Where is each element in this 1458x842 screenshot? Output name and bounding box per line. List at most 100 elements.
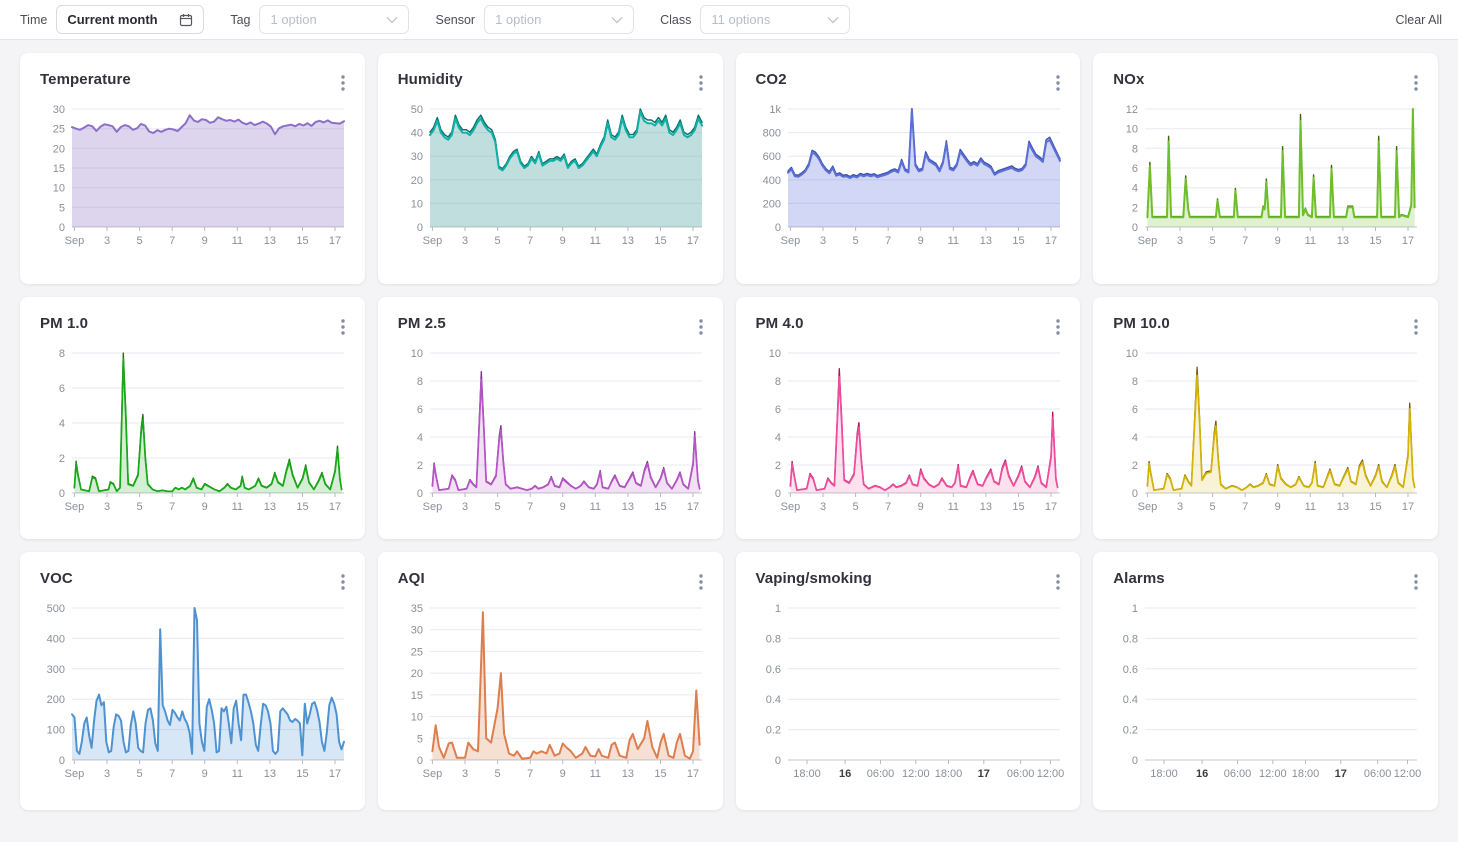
svg-text:2: 2 — [1132, 460, 1138, 472]
svg-text:3: 3 — [819, 501, 825, 513]
chart-menu-button[interactable] — [1050, 570, 1066, 594]
chart-menu-button[interactable] — [1408, 71, 1424, 95]
svg-text:13: 13 — [1337, 235, 1349, 247]
svg-text:Sep: Sep — [422, 501, 442, 513]
chart-title: Humidity — [397, 71, 463, 88]
svg-text:9: 9 — [1275, 235, 1281, 247]
chart-menu-button[interactable] — [1050, 71, 1066, 95]
svg-text:13: 13 — [264, 235, 276, 247]
svg-text:0.4: 0.4 — [765, 694, 780, 706]
svg-text:5: 5 — [59, 202, 65, 214]
svg-text:15: 15 — [654, 235, 666, 247]
chart-menu-button[interactable] — [693, 315, 709, 339]
chart-menu-button[interactable] — [335, 570, 351, 594]
svg-text:7: 7 — [169, 235, 175, 247]
svg-text:0: 0 — [417, 755, 423, 767]
chart-menu-button[interactable] — [335, 315, 351, 339]
sensor-filter-value: 1 option — [495, 12, 542, 27]
chart-card-pm25: PM 2.5 0 2 4 6 8 10 Sep 3 5 7 9 11 13 15 17 — [377, 297, 723, 539]
svg-text:12:00: 12:00 — [1259, 768, 1287, 780]
svg-text:8: 8 — [1132, 376, 1138, 388]
svg-text:17: 17 — [1044, 235, 1056, 247]
chart-title: Temperature — [40, 71, 131, 88]
svg-text:18:00: 18:00 — [1150, 768, 1178, 780]
svg-text:10: 10 — [53, 183, 65, 195]
kebab-icon — [341, 75, 345, 91]
svg-text:17: 17 — [329, 768, 341, 780]
nox-chart: 0 2 4 6 8 10 12 Sep 3 5 7 9 11 13 15 17 — [1105, 101, 1428, 258]
pm4-chart: 0 2 4 6 8 10 Sep 3 5 7 9 11 13 15 17 — [748, 345, 1071, 524]
svg-text:18:00: 18:00 — [934, 768, 962, 780]
chart-menu-button[interactable] — [693, 570, 709, 594]
pm1-chart: 0 2 4 6 8 Sep 3 5 7 9 11 13 15 17 — [32, 345, 355, 524]
svg-text:Sep: Sep — [780, 235, 800, 247]
tag-filter-select[interactable]: 1 option — [259, 5, 410, 34]
svg-text:4: 4 — [59, 418, 65, 430]
svg-text:6: 6 — [774, 404, 780, 416]
chart-menu-button[interactable] — [1408, 570, 1424, 594]
svg-text:13: 13 — [264, 501, 276, 513]
calendar-icon — [180, 13, 193, 26]
sensor-filter-label: Sensor — [435, 12, 476, 27]
svg-text:9: 9 — [917, 501, 923, 513]
chart-menu-button[interactable] — [335, 71, 351, 95]
svg-text:0.8: 0.8 — [1123, 633, 1138, 645]
svg-text:2: 2 — [59, 453, 65, 465]
svg-text:Sep: Sep — [1138, 501, 1158, 513]
dashboard-grid: Temperature 0 5 10 15 20 25 30 Sep 3 5 7 9 11 13 15 17 … — [0, 40, 1458, 819]
svg-text:15: 15 — [1012, 235, 1024, 247]
svg-text:0: 0 — [774, 488, 780, 500]
chart-title: NOx — [1113, 71, 1145, 88]
svg-text:17: 17 — [687, 235, 699, 247]
svg-text:30: 30 — [411, 625, 423, 637]
svg-text:0: 0 — [59, 755, 65, 767]
sensor-filter-select[interactable]: 1 option — [484, 5, 635, 34]
svg-text:0.4: 0.4 — [1123, 694, 1138, 706]
svg-text:13: 13 — [1337, 501, 1349, 513]
svg-text:0: 0 — [774, 222, 780, 234]
svg-text:11: 11 — [589, 501, 600, 513]
svg-text:2: 2 — [417, 460, 423, 472]
pm25-chart: 0 2 4 6 8 10 Sep 3 5 7 9 11 13 15 17 — [390, 345, 713, 524]
time-filter-value: Current month — [67, 12, 158, 27]
chart-title: PM 10.0 — [1113, 315, 1170, 332]
svg-text:17: 17 — [1335, 768, 1347, 780]
vaping-smoking-chart: 0 0.2 0.4 0.6 0.8 1 18:00 16 06:00 12:00 18:00 17 06… — [748, 600, 1071, 791]
svg-text:1: 1 — [774, 603, 780, 615]
svg-text:11: 11 — [1305, 235, 1316, 247]
svg-text:0.2: 0.2 — [765, 725, 780, 737]
svg-text:Sep: Sep — [422, 235, 442, 247]
svg-text:25: 25 — [53, 124, 65, 136]
svg-text:9: 9 — [1275, 501, 1281, 513]
chart-card-alarms: Alarms 0 0.2 0.4 0.6 0.8 1 18:00 16 06:00 12:00 18… — [1093, 552, 1438, 810]
svg-text:06:00: 06:00 — [1006, 768, 1034, 780]
kebab-icon — [1414, 574, 1418, 590]
chart-menu-button[interactable] — [1050, 315, 1066, 339]
svg-text:Sep: Sep — [780, 501, 800, 513]
chart-title: CO2 — [755, 71, 787, 88]
svg-text:5: 5 — [137, 501, 143, 513]
chart-menu-button[interactable] — [1408, 315, 1424, 339]
svg-text:2: 2 — [774, 460, 780, 472]
svg-text:3: 3 — [104, 768, 110, 780]
class-filter-select[interactable]: 11 options — [700, 5, 851, 34]
svg-text:25: 25 — [411, 646, 423, 658]
clear-all-button[interactable]: Clear All — [1395, 12, 1442, 27]
svg-text:0: 0 — [1132, 222, 1138, 234]
svg-text:10: 10 — [1126, 348, 1138, 360]
svg-text:0: 0 — [1132, 488, 1138, 500]
svg-text:300: 300 — [47, 664, 65, 676]
svg-text:Sep: Sep — [65, 235, 85, 247]
svg-text:8: 8 — [774, 376, 780, 388]
time-filter-select[interactable]: Current month — [56, 5, 205, 34]
svg-text:17: 17 — [1044, 501, 1056, 513]
svg-text:8: 8 — [417, 376, 423, 388]
kebab-icon — [1414, 319, 1418, 335]
time-filter-label: Time — [20, 12, 48, 27]
chart-menu-button[interactable] — [693, 71, 709, 95]
svg-text:0.8: 0.8 — [765, 633, 780, 645]
temperature-chart: 0 5 10 15 20 25 30 Sep 3 5 7 9 11 13 15 17 — [32, 101, 355, 258]
svg-text:20: 20 — [53, 143, 65, 155]
tag-filter-group: Tag 1 option — [230, 5, 410, 34]
aqi-chart: 0 5 10 15 20 25 30 35 Sep 3 5 7 9 11 13 15 17 — [390, 600, 713, 791]
